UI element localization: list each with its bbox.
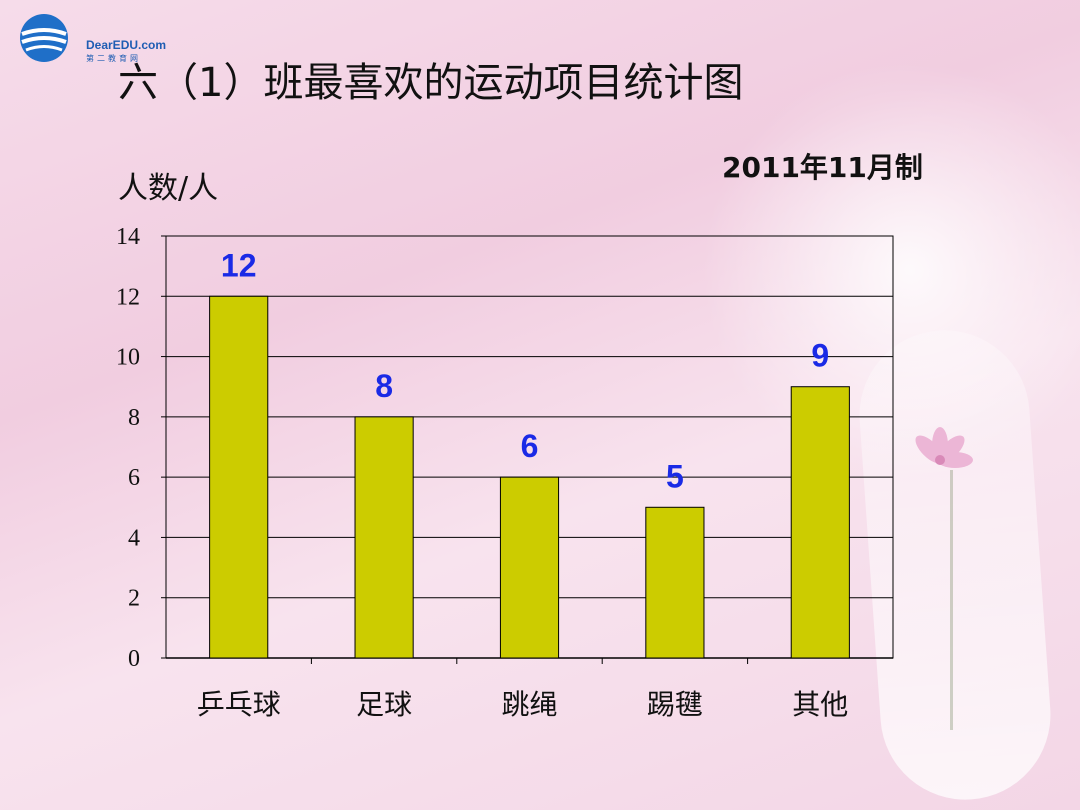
bar	[499, 476, 560, 659]
y-tick-label: 2	[128, 586, 140, 612]
chart-title: 六（1）班最喜欢的运动项目统计图	[118, 60, 744, 106]
bar	[354, 416, 414, 659]
data-label: 12	[221, 247, 257, 283]
bar	[209, 295, 269, 659]
data-label: 8	[375, 368, 393, 404]
background-flower-stem	[950, 470, 953, 730]
data-label: 6	[521, 428, 539, 464]
chart-date: 2011年11月制	[722, 151, 923, 184]
y-tick-label: 6	[128, 465, 140, 491]
globe-icon	[20, 14, 68, 62]
y-axis-label: 人数/人	[118, 171, 219, 206]
data-label: 5	[666, 458, 684, 494]
y-tick-label: 4	[128, 525, 140, 551]
background-flower	[915, 427, 973, 468]
x-tick-label: 足球	[356, 688, 412, 721]
y-tick-label: 14	[116, 224, 140, 250]
y-tick-label: 12	[116, 284, 140, 310]
x-tick-label: 乒乓球	[197, 688, 281, 721]
bar	[790, 386, 850, 659]
logo-subtitle: 第二教育网	[86, 54, 141, 63]
y-tick-label: 0	[128, 646, 140, 672]
y-tick-label: 10	[116, 345, 140, 371]
logo-name: DearEDU.com	[86, 38, 167, 52]
bar	[645, 506, 705, 659]
x-tick-label: 跳绳	[501, 688, 557, 721]
y-tick-label: 8	[128, 405, 140, 431]
data-label: 9	[811, 338, 829, 374]
site-logo[interactable]: DearEDU.com 第二教育网	[14, 12, 184, 64]
x-tick-label: 其他	[792, 688, 848, 721]
x-tick-label: 踢毽	[647, 688, 703, 721]
